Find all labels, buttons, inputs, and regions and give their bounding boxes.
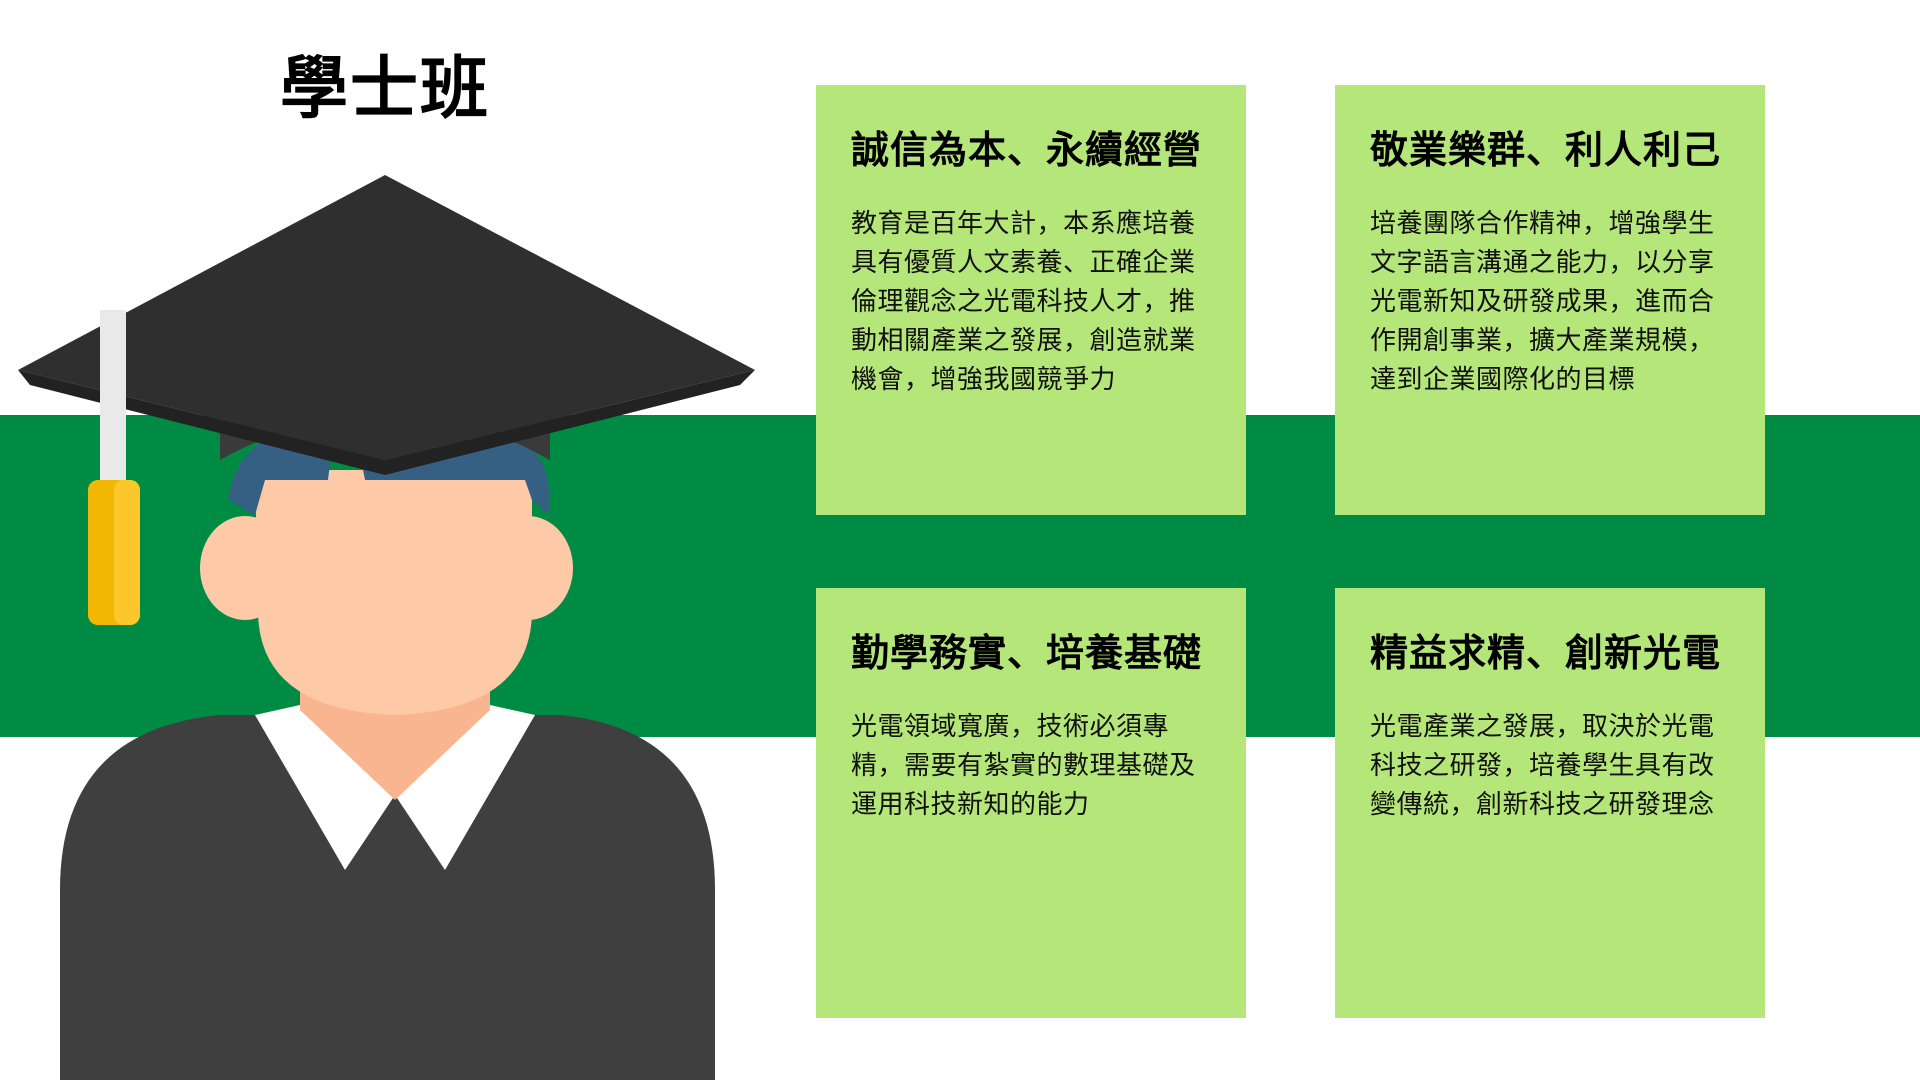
card-body: 教育是百年大計，本系應培養具有優質人文素養、正確企業倫理觀念之光電科技人才，推動… [851,209,1196,395]
collar-right [395,705,535,870]
card-body: 培養團隊合作精神，增強學生文字語言溝通之能力，以分享光電新知及研發成果，進而合作… [1370,209,1715,395]
card-fundamentals: 勤學務實、培養基礎 光電領域寬廣，技術必須專精，需要有紮實的數理基礎及運用科技新… [816,588,1246,1018]
card-teamwork: 敬業樂群、利人利己 培養團隊合作精神，增強學生文字語言溝通之能力，以分享光電新知… [1335,85,1765,515]
card-title: 敬業樂群、利人利己 [1370,128,1722,172]
page-title: 學士班 [280,50,491,129]
graduate-student-icon [18,175,755,1080]
card-body: 光電領域寬廣，技術必須專精，需要有紮實的數理基礎及運用科技新知的能力 [851,712,1196,820]
mortarboard [18,175,755,460]
tassel-cord [100,310,126,485]
card-innovation: 精益求精、創新光電 光電產業之發展，取決於光電科技之研發，培養學生具有改變傳統，… [1335,588,1765,1018]
card-title: 誠信為本、永續經營 [851,128,1203,172]
tassel-highlight [114,480,140,625]
card-body: 光電產業之發展，取決於光電科技之研發，培養學生具有改變傳統，創新科技之研發理念 [1370,712,1715,820]
gown [60,715,715,1080]
collar-left [255,705,395,870]
card-title: 精益求精、創新光電 [1370,631,1722,675]
card-title: 勤學務實、培養基礎 [851,631,1203,675]
face [255,470,532,715]
card-integrity: 誠信為本、永續經營 教育是百年大計，本系應培養具有優質人文素養、正確企業倫理觀念… [816,85,1246,515]
